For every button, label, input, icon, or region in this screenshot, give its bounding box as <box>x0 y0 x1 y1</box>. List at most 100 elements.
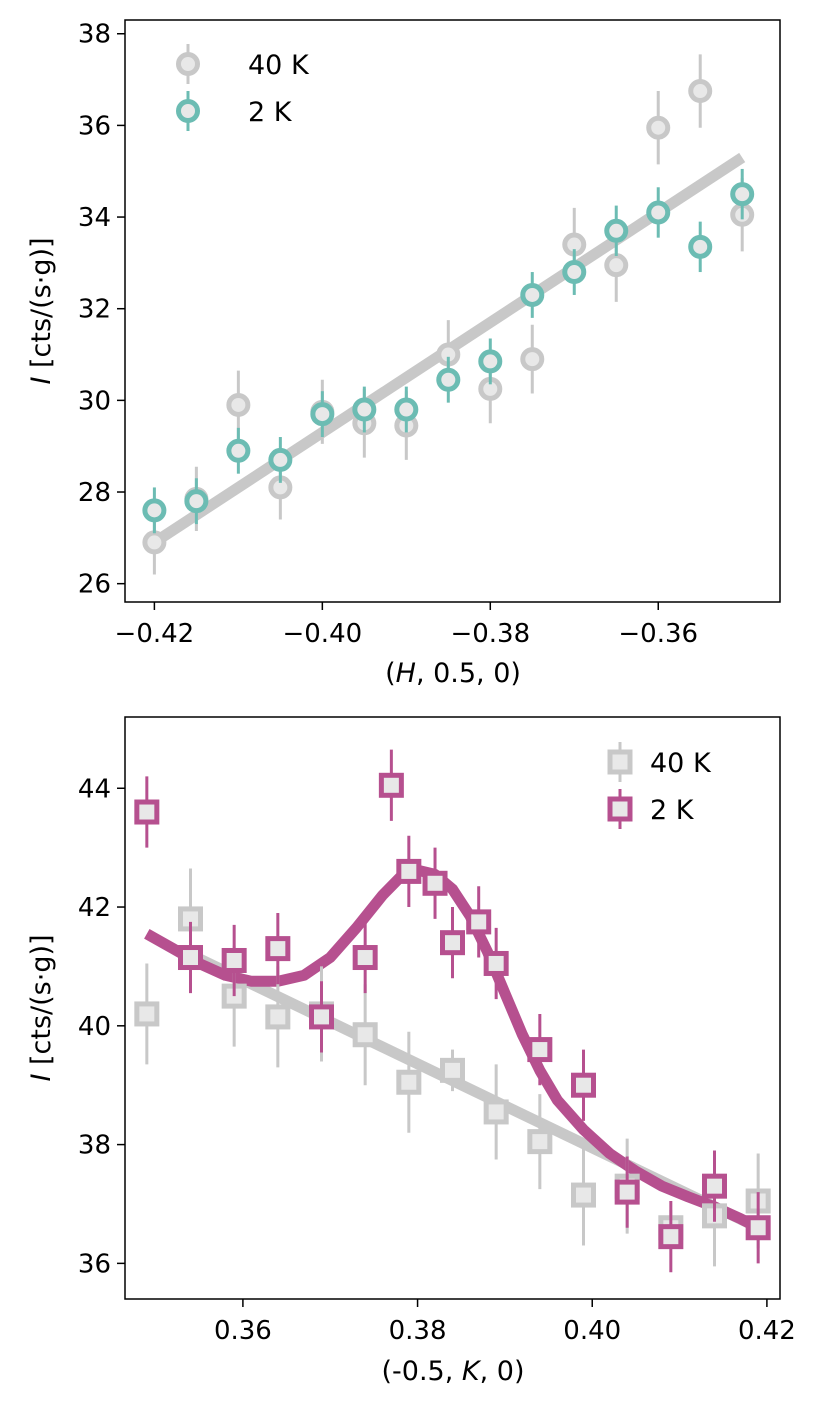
data-point <box>226 438 251 463</box>
data-point <box>178 945 203 971</box>
data-point <box>309 1004 334 1030</box>
data-point <box>646 115 671 140</box>
legend-label: 2 K <box>248 97 293 128</box>
data-point <box>226 392 251 417</box>
data-point <box>527 1129 553 1155</box>
x-tick-label: −0.36 <box>618 619 698 649</box>
data-point <box>646 200 671 225</box>
data-point <box>142 530 167 555</box>
plot-frame <box>124 19 781 603</box>
data-point <box>396 858 422 884</box>
data-point <box>571 1182 596 1208</box>
data-point <box>422 870 448 896</box>
data-point <box>396 1069 422 1095</box>
data-point <box>221 947 247 973</box>
data-point <box>265 936 291 962</box>
legend: 40 K 2 K <box>176 44 310 131</box>
legend-marker <box>607 749 633 775</box>
data-point <box>702 1173 727 1199</box>
data-point <box>520 282 545 307</box>
data-point <box>604 253 629 278</box>
data-point <box>394 397 419 422</box>
y-tick-label: 36 <box>78 111 111 141</box>
fit-lines <box>144 864 761 1233</box>
legend-label: 40 K <box>650 748 712 779</box>
data-point <box>527 1037 553 1063</box>
y-tick-label: 28 <box>78 478 111 508</box>
x-tick-label: 0.40 <box>563 1316 621 1346</box>
data-point <box>614 1179 640 1205</box>
legend-label: 2 K <box>650 795 695 826</box>
y-axis-label: I [cts/(s·g)] <box>26 934 57 1081</box>
x-axis-label: (-0.5, K, 0) <box>382 1356 525 1387</box>
data-points <box>142 54 755 575</box>
y-tick-label: 30 <box>78 386 111 416</box>
data-point <box>658 1224 684 1250</box>
data-point <box>440 930 465 956</box>
data-point <box>483 1099 509 1125</box>
x-tick-label: −0.38 <box>450 619 530 649</box>
data-point <box>520 347 545 372</box>
panel-h-scan: −0.42 −0.40 −0.38 −0.36 26 28 30 32 34 36 38 40 K… <box>26 19 781 689</box>
data-point <box>268 447 293 472</box>
plot-frame <box>124 716 781 1300</box>
data-point <box>745 1215 771 1241</box>
y-tick-label: 38 <box>78 1131 111 1161</box>
data-point <box>184 489 209 514</box>
fit-line <box>144 864 761 1233</box>
data-point <box>352 397 377 422</box>
y-tick-label: 44 <box>78 774 111 804</box>
data-point <box>571 1072 596 1098</box>
legend-label: 40 K <box>248 50 310 81</box>
data-point <box>134 799 160 825</box>
legend-entry: 40 K <box>607 742 712 782</box>
x-tick-label: 0.38 <box>389 1316 447 1346</box>
panel-k-scan: 0.36 0.38 0.40 0.42 36 38 40 42 44 40 K 2 K (-0.… <box>26 716 796 1387</box>
data-point <box>440 1057 465 1083</box>
data-point <box>688 234 713 259</box>
data-point <box>688 79 713 104</box>
y-axis-label: I [cts/(s·g)] <box>26 237 57 384</box>
data-point <box>478 349 503 374</box>
y-axis-ticks: 26 28 30 32 34 36 38 <box>78 20 125 600</box>
data-point <box>142 498 167 523</box>
x-axis-label: (H, 0.5, 0) <box>385 658 521 689</box>
legend-marker <box>176 52 200 76</box>
legend-entry: 2 K <box>176 91 293 131</box>
data-point <box>466 909 492 935</box>
data-point <box>483 950 509 976</box>
data-point <box>436 367 461 392</box>
data-point <box>562 260 587 285</box>
y-tick-label: 26 <box>78 570 111 600</box>
data-point <box>352 945 378 971</box>
data-points <box>134 749 771 1273</box>
y-axis-ticks: 36 38 40 42 44 <box>78 774 125 1279</box>
series-40-k <box>142 54 755 575</box>
data-point <box>265 1004 291 1030</box>
legend-entry: 40 K <box>176 44 310 84</box>
x-tick-label: −0.42 <box>115 619 195 649</box>
series-2-k <box>142 168 755 534</box>
x-axis-ticks: 0.36 0.38 0.40 0.42 <box>214 1299 796 1346</box>
data-point <box>310 402 335 427</box>
data-point <box>134 1001 160 1027</box>
x-tick-label: 0.42 <box>738 1316 796 1346</box>
y-tick-label: 40 <box>78 1012 111 1042</box>
legend-marker <box>607 796 633 822</box>
x-tick-label: −0.40 <box>282 619 362 649</box>
y-tick-label: 32 <box>78 295 111 325</box>
legend-marker <box>176 99 200 123</box>
series-2-k <box>134 749 771 1273</box>
x-axis-ticks: −0.42 −0.40 −0.38 −0.36 <box>115 602 698 649</box>
y-tick-label: 42 <box>78 893 111 923</box>
data-point <box>730 182 755 207</box>
data-point <box>378 772 404 798</box>
data-point <box>352 1022 378 1048</box>
y-tick-label: 38 <box>78 20 111 50</box>
y-tick-label: 34 <box>78 203 111 233</box>
legend-entry: 2 K <box>607 789 695 829</box>
x-tick-label: 0.36 <box>214 1316 272 1346</box>
legend: 40 K 2 K <box>607 742 712 829</box>
y-tick-label: 36 <box>78 1249 111 1279</box>
